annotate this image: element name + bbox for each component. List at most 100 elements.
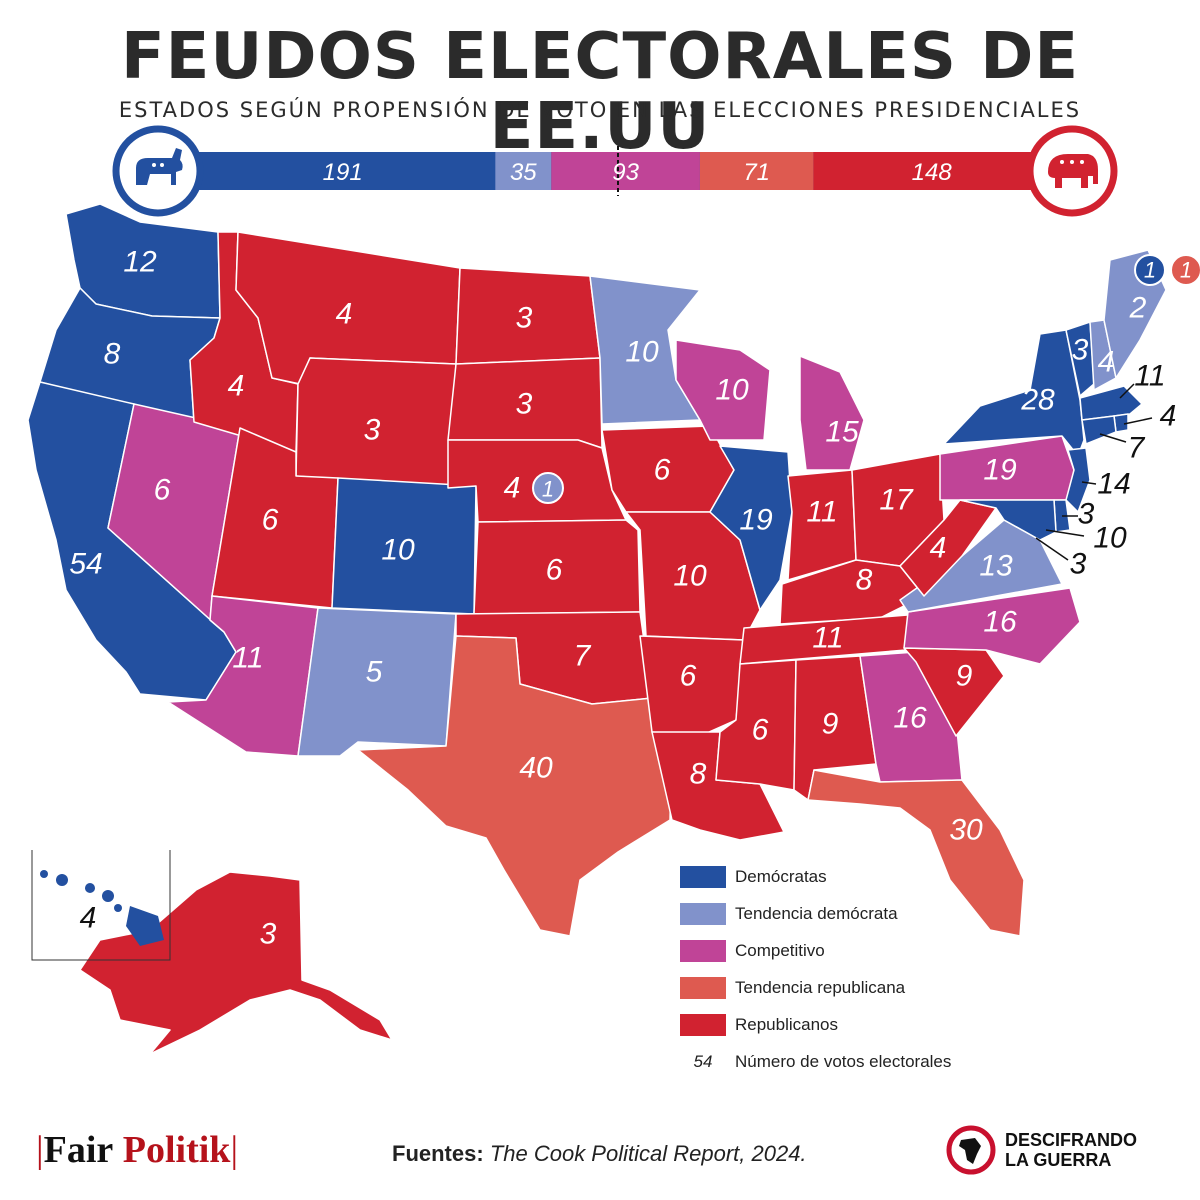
state-wisconsin (675, 339, 771, 441)
ev-label-south-dakota: 3 (516, 388, 533, 421)
brand-politik: Politik (122, 1129, 231, 1171)
ev-label-maryland: 10 (1093, 522, 1127, 555)
ev-label-maine-district-1: 1 (1144, 258, 1156, 283)
source-note: Fuentes: The Cook Political Report, 2024… (392, 1141, 807, 1167)
states-layer (27, 203, 1167, 1055)
elephant-icon (1026, 125, 1118, 217)
ev-label-nebraska: 4 (504, 472, 521, 505)
electoral-vote-labels: 12 8 54 6 4 4 3 6 10 11 5 3 3 4 1 6 7 40… (69, 246, 1192, 951)
state-hawaii (40, 870, 164, 946)
state-michigan (799, 355, 865, 471)
descifrando-la-guerra-logo: DESCIFRANDO LA GUERRA (945, 1124, 1137, 1176)
ev-label-ohio: 17 (879, 484, 914, 517)
ev-label-louisiana: 8 (690, 758, 707, 791)
state-texas (357, 635, 673, 937)
fairpolitik-logo: |Fair Politik| (36, 1129, 239, 1171)
ev-label-wyoming: 3 (364, 414, 381, 447)
legend-item-tendencia-republicana: Tendencia republicana (680, 969, 951, 1006)
state-new-york (943, 329, 1085, 457)
ev-label-arkansas: 6 (680, 660, 697, 693)
ev-label-oklahoma: 7 (574, 640, 592, 673)
legend-swatch (680, 902, 726, 925)
legend-swatch (680, 976, 726, 999)
donkey-icon (112, 125, 204, 217)
bar-segment-competitivo (551, 152, 700, 190)
ev-label-idaho: 4 (228, 370, 245, 403)
legend-label: Republicanos (735, 1014, 839, 1034)
legend-label: Tendencia republicana (735, 977, 906, 997)
ev-label-michigan: 15 (825, 416, 859, 449)
ev-label-kansas: 6 (546, 554, 563, 587)
ev-label-massachusetts: 11 (1134, 360, 1165, 393)
hawaii-inset (31, 850, 171, 961)
ev-label-new-york: 28 (1020, 384, 1055, 417)
partner-line-2: LA GUERRA (1005, 1150, 1112, 1170)
ev-label-arizona: 11 (232, 642, 263, 675)
legend-swatch (680, 1013, 726, 1036)
state-illinois (709, 445, 793, 611)
ev-label-nevada: 6 (154, 474, 171, 507)
legend-item-democratas: Demócratas (680, 858, 951, 895)
ev-label-vermont: 3 (1072, 334, 1089, 367)
bar-value-tendencia-democrata: 35 (510, 159, 537, 186)
bar-segment-democratas (190, 152, 496, 190)
ev-label-delaware: 3 (1078, 498, 1095, 531)
brand-fair: Fair (43, 1129, 114, 1171)
legend-item-competitivo: Competitivo (680, 932, 951, 969)
ev-label-utah: 6 (262, 504, 279, 537)
state-new-jersey (1065, 447, 1091, 513)
ev-label-south-carolina: 9 (956, 660, 973, 693)
state-alaska (79, 871, 393, 1055)
ev-label-alabama: 9 (822, 708, 839, 741)
bar-segment-tendencia-republicana (699, 152, 814, 190)
ev-label-nebraska-district-2: 1 (542, 477, 554, 502)
legend-label: Competitivo (735, 940, 825, 960)
source-text: The Cook Political Report, 2024. (489, 1141, 807, 1166)
ev-label-florida: 30 (949, 814, 983, 847)
ev-label-minnesota: 10 (625, 336, 659, 369)
ev-label-north-carolina: 16 (983, 606, 1017, 639)
ev-label-indiana: 11 (806, 496, 837, 529)
legend-number-sample: 54 (693, 1051, 713, 1071)
bar-value-democratas: 191 (323, 159, 363, 186)
summary-bar: 191 35 93 71 148 (112, 125, 1118, 217)
ev-label-georgia: 16 (893, 702, 927, 735)
ev-label-illinois: 19 (739, 504, 773, 537)
ev-label-maine: 2 (1129, 292, 1147, 325)
ev-label-california: 54 (69, 548, 102, 581)
ev-label-iowa: 6 (654, 454, 671, 487)
state-arkansas (639, 635, 745, 737)
state-massachusetts (1079, 385, 1143, 421)
ev-label-tennessee: 11 (812, 622, 843, 655)
legend: Demócratas Tendencia demócrata Competiti… (680, 858, 951, 1080)
ev-label-district-of-columbia: 3 (1070, 548, 1087, 581)
bar-value-republicanos: 148 (912, 159, 953, 186)
inset-frame (31, 850, 171, 961)
partner-line-1: DESCIFRANDO (1005, 1130, 1138, 1150)
ev-label-rhode-island: 4 (1160, 400, 1177, 433)
ev-label-connecticut: 7 (1128, 432, 1146, 465)
ev-label-alaska: 3 (260, 918, 277, 951)
legend-label: Número de votos electorales (735, 1051, 952, 1071)
ev-label-washington: 12 (123, 246, 157, 279)
page-subtitle: ESTADOS SEGÚN PROPENSIÓN DE VOTO EN LAS … (118, 98, 1082, 122)
globe-icon (946, 1125, 996, 1175)
district-badge-nebraska-2 (532, 472, 564, 504)
ev-label-new-mexico: 5 (366, 656, 383, 689)
state-indiana (787, 469, 857, 581)
legend-label: Tendencia demócrata (735, 903, 898, 923)
state-florida (807, 769, 1025, 937)
ev-label-montana: 4 (336, 298, 353, 331)
ev-label-missouri: 10 (673, 560, 707, 593)
ev-label-maine-district-2: 1 (1180, 258, 1192, 283)
ev-label-mississippi: 6 (752, 714, 769, 747)
callout-lines (1035, 383, 1153, 561)
legend-swatch (680, 865, 726, 888)
page-title: FEUDOS ELECTORALES DE EE.UU (120, 20, 1080, 164)
legend-item-tendencia-democrata: Tendencia demócrata (680, 895, 951, 932)
state-north-carolina (903, 587, 1081, 665)
ev-label-west-virginia: 4 (930, 532, 947, 565)
ev-label-pennsylvania: 19 (983, 454, 1017, 487)
district-badge-maine-2 (1170, 254, 1200, 286)
